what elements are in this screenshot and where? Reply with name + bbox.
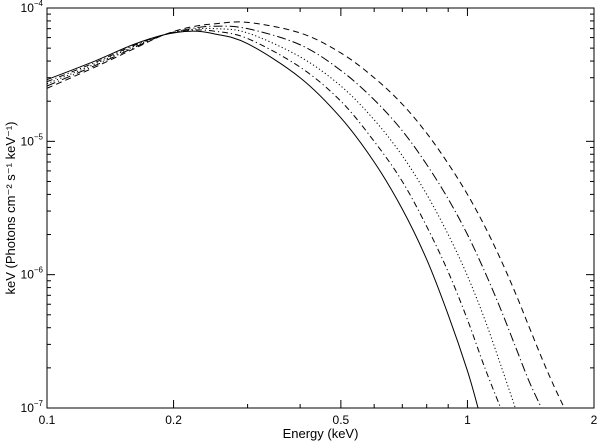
series-layer [47,21,565,408]
y-axis-label: keV (Photons cm⁻² s⁻¹ keV⁻¹) [3,121,18,294]
series-line-5-dashed [47,21,565,408]
y-tick-label: 10−7 [21,399,44,415]
x-tick-label: 0.5 [333,413,350,427]
x-tick-label: 1 [464,413,471,427]
series-line-3-dotted [47,27,516,408]
x-axis-label: Energy (keV) [283,426,359,441]
y-tick-label: 10−5 [21,132,44,148]
x-tick-label: 0.1 [39,413,56,427]
x-tick-label: 2 [591,413,598,427]
x-tick-label: 0.2 [165,413,182,427]
y-tick-label: 10−6 [21,266,44,282]
y-tick-label: 10−4 [21,0,44,15]
series-line-4-longdashdot [47,25,542,408]
tick-labels-layer: 0.1 0.2 0.5 1 2 10−7 10−6 10−5 10−4 [21,0,598,427]
series-line-2-dashdot [47,29,502,408]
series-line-1-solid [47,30,479,408]
plot-frame [46,7,595,409]
ticks-layer [46,7,595,409]
